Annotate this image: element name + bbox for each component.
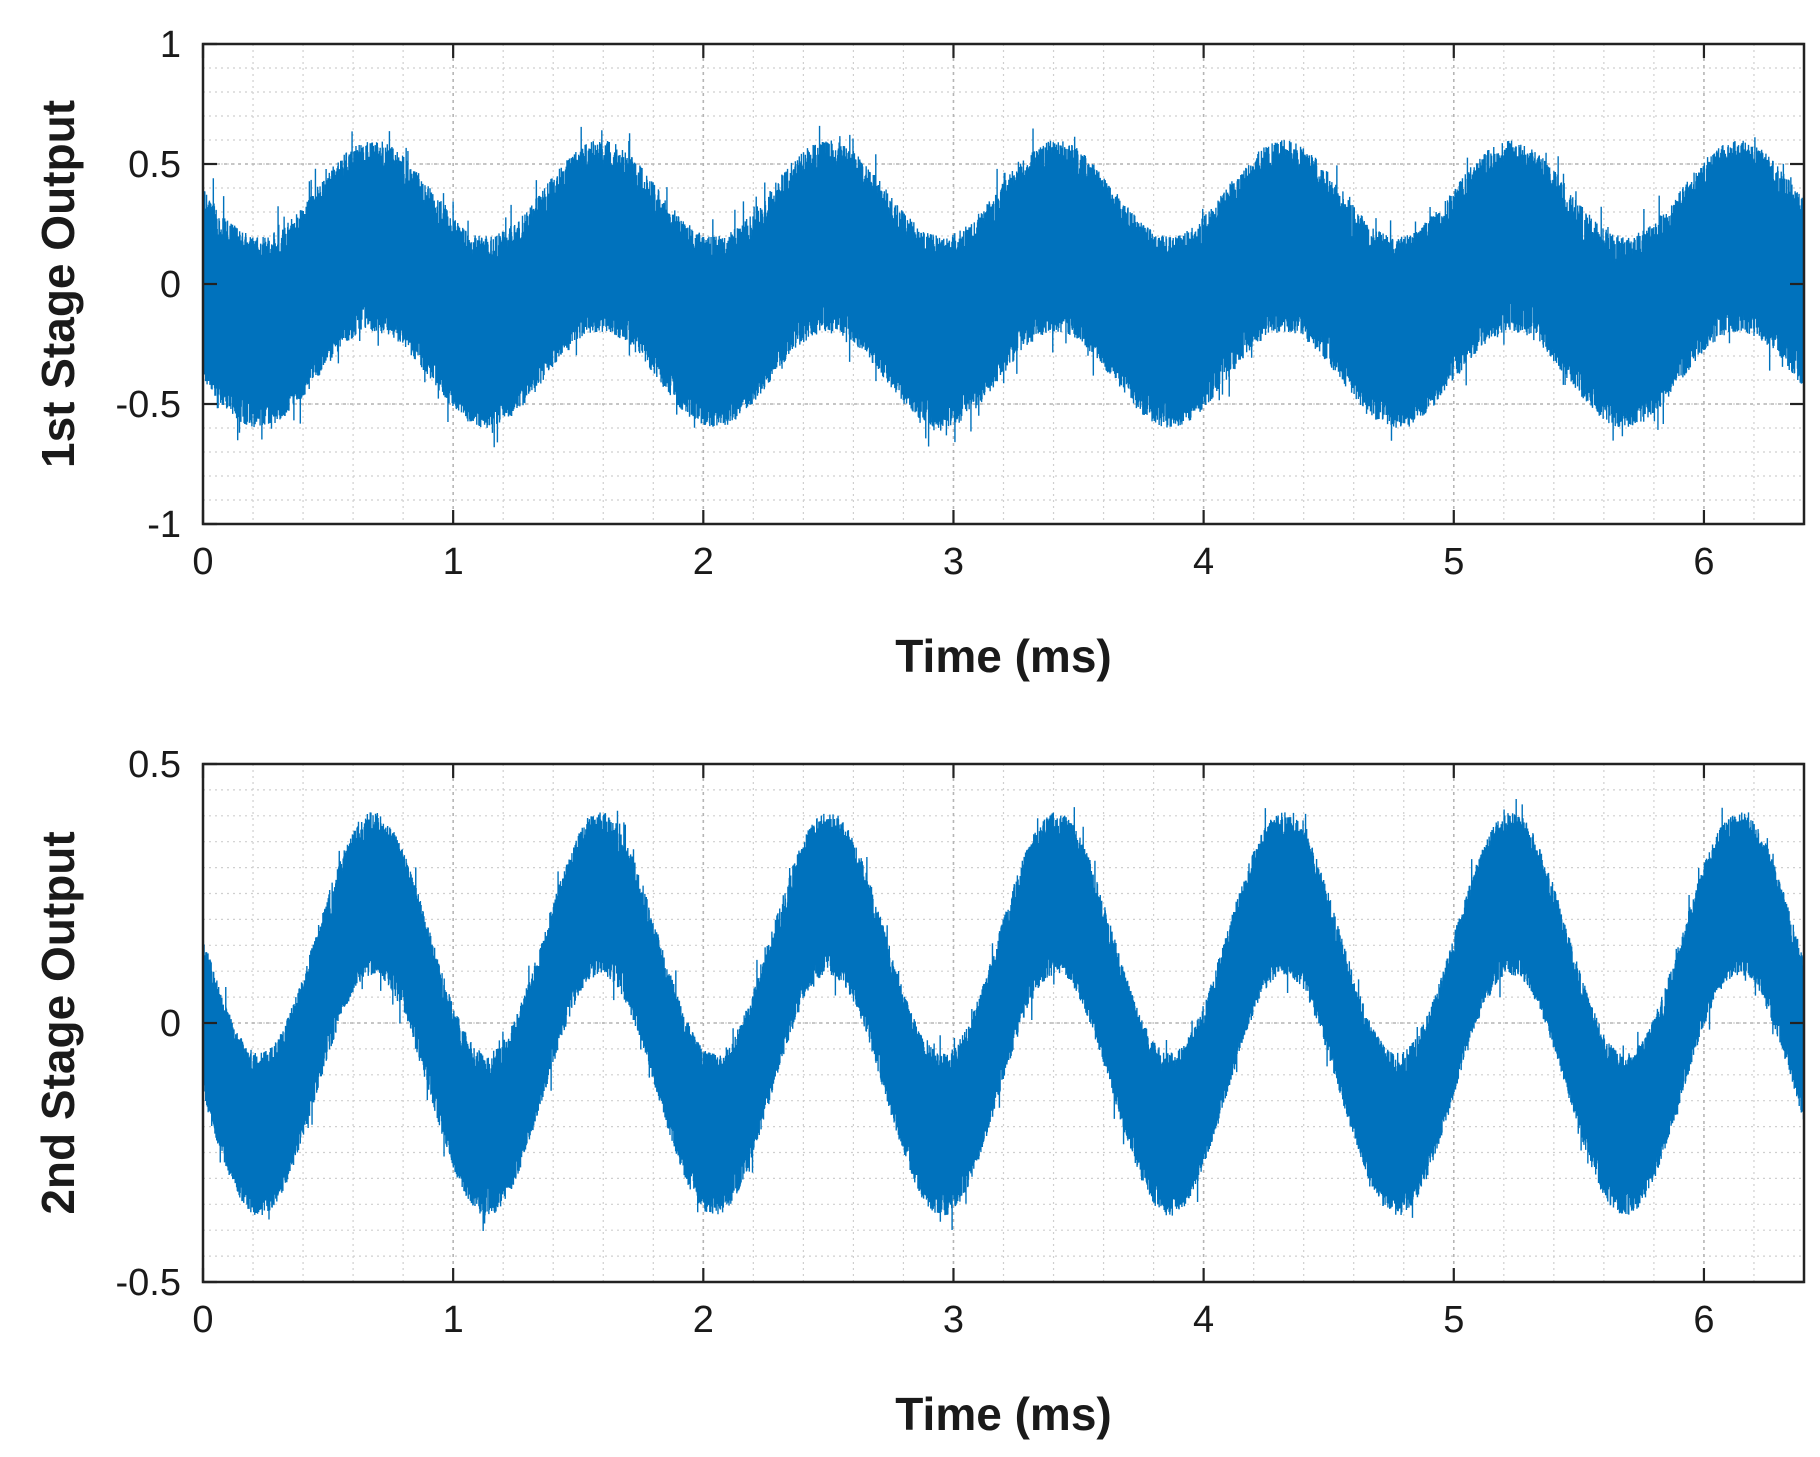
x-tick-label: 3 (943, 541, 964, 583)
x-tick-label: 0 (192, 541, 213, 583)
y-axis-label: 2nd Stage Output (32, 831, 84, 1214)
y-axis-label: 1st Stage Output (32, 100, 84, 468)
y-tick-label: 1 (160, 24, 181, 66)
y-tick-label: 0.5 (128, 144, 181, 186)
series-line (203, 125, 1804, 448)
x-tick-label: 5 (1443, 1299, 1464, 1341)
y-tick-label: -1 (147, 504, 181, 546)
x-tick-label: 4 (1193, 1299, 1214, 1341)
x-tick-label: 0 (192, 1299, 213, 1341)
series-line (203, 799, 1804, 1232)
x-tick-label: 4 (1193, 541, 1214, 583)
y-tick-label: 0.5 (128, 744, 181, 786)
x-tick-label: 5 (1443, 541, 1464, 583)
x-axis-label: Time (ms) (895, 1388, 1111, 1440)
x-tick-label: 2 (693, 1299, 714, 1341)
x-tick-label: 1 (443, 1299, 464, 1341)
y-tick-label: -0.5 (116, 1262, 181, 1304)
plot-2nd-stage: 0 1 2 3 4 5 6 -0.5 0 0.5 Time (ms) 2nd Stage Output (32, 744, 1806, 1440)
x-tick-label: 6 (1693, 1299, 1714, 1341)
x-tick-label: 3 (943, 1299, 964, 1341)
x-tick-label: 6 (1693, 541, 1714, 583)
plot-1st-stage: 0 1 2 3 4 5 6 -1 -0.5 0 0.5 1 Time (ms) 1st Stage Out… (32, 24, 1806, 682)
y-tick-label: 0 (160, 1003, 181, 1045)
x-tick-label: 1 (443, 541, 464, 583)
x-tick-label: 2 (693, 541, 714, 583)
y-tick-label: -0.5 (116, 384, 181, 426)
x-axis-label: Time (ms) (895, 630, 1111, 682)
y-tick-label: 0 (160, 264, 181, 306)
